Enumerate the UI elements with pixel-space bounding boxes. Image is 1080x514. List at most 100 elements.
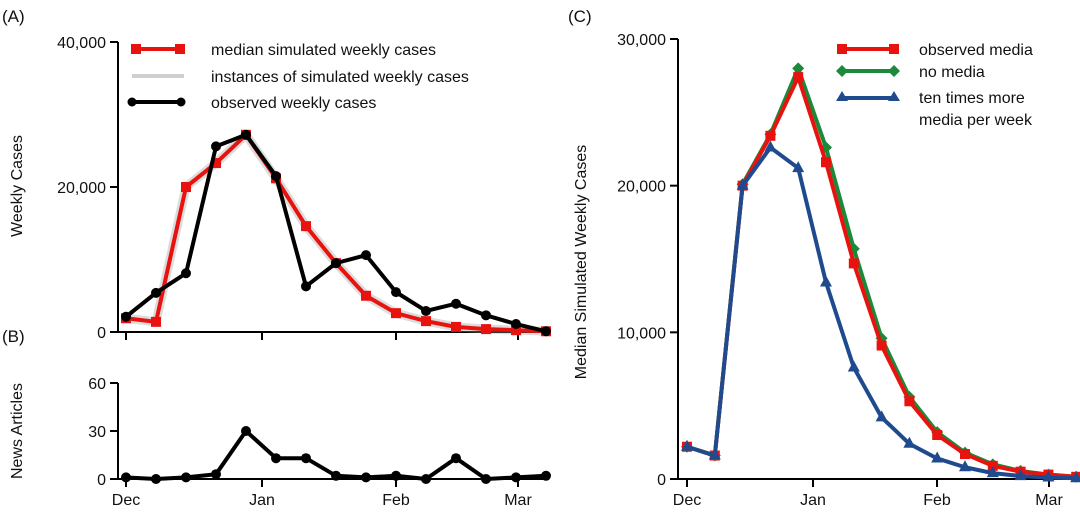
legend-c-no-media-marker: [888, 65, 900, 77]
data-point-observed-weekly-cases: [451, 298, 461, 309]
legend-c-ten-times-label-2: media per week: [919, 112, 1033, 129]
y-tick-label: 0: [657, 472, 666, 489]
instances-band: [125, 130, 547, 336]
data-point-observed-weekly-cases: [511, 319, 521, 330]
panel-label-b: (B): [2, 327, 25, 346]
data-point-median-simulated-weekly-cases: [391, 308, 401, 319]
data-point-news-articles: [181, 472, 191, 483]
data-point-observed-weekly-cases: [181, 268, 191, 279]
data-point-observed-weekly-cases: [121, 311, 131, 322]
legend-c-no-media-marker: [836, 65, 848, 77]
legend-c: observed media no media ten times more m…: [836, 42, 1033, 129]
legend-c-no-media-label: no media: [919, 64, 985, 81]
series-line-observed-weekly-cases: [124, 132, 547, 334]
y-tick-label: 60: [88, 376, 106, 393]
data-point-median-simulated-weekly-cases: [421, 316, 431, 327]
panel-label-c: (C): [568, 7, 592, 26]
data-point-median-simulated-weekly-cases: [481, 324, 491, 335]
y-tick-label: 20,000: [617, 179, 666, 196]
legend-c-ten-times-marker: [836, 91, 848, 101]
data-point-ten-times-more-media-per-week: [1014, 469, 1027, 481]
data-point-ten-times-more-media-per-week: [1042, 470, 1055, 482]
data-point-no-media: [792, 62, 805, 75]
data-point-news-articles: [301, 453, 311, 464]
data-point-observed-media: [793, 72, 804, 83]
y-axis-title-a: Weekly Cases: [9, 135, 26, 237]
data-point-observed-media: [904, 396, 915, 407]
x-tick-label: Feb: [382, 492, 410, 509]
data-point-observed-weekly-cases: [541, 326, 551, 337]
legend-c-ten-times-label-1: ten times more: [919, 90, 1025, 107]
x-tick-label: Jan: [800, 492, 826, 509]
y-tick-label: 0: [97, 325, 106, 342]
y-axis-title-c: Median Simulated Weekly Cases: [573, 145, 590, 379]
data-point-median-simulated-weekly-cases: [301, 221, 311, 232]
data-point-news-articles: [211, 469, 221, 480]
data-point-ten-times-more-media-per-week: [875, 410, 888, 422]
data-point-news-articles: [541, 470, 551, 481]
series-line-ten-times-more-media-per-week: [686, 145, 1077, 481]
data-point-median-simulated-weekly-cases: [361, 290, 371, 301]
data-point-median-simulated-weekly-cases: [511, 325, 521, 336]
data-point-ten-times-more-media-per-week: [931, 451, 944, 463]
data-point-ten-times-more-media-per-week: [764, 140, 777, 152]
data-point-ten-times-more-media-per-week: [681, 439, 693, 451]
data-point-news-articles: [151, 474, 161, 484]
data-point-ten-times-more-media-per-week: [847, 360, 860, 372]
data-point-observed-weekly-cases: [361, 250, 371, 261]
y-tick-label: 40,000: [57, 35, 106, 52]
data-point-median-simulated-weekly-cases: [211, 158, 221, 169]
data-point-ten-times-more-media-per-week: [820, 275, 832, 287]
data-point-observed-media: [960, 449, 970, 460]
x-tick-label: Jan: [249, 492, 275, 509]
data-point-observed-weekly-cases: [481, 310, 491, 321]
data-point-news-articles: [271, 453, 281, 464]
data-point-news-articles: [421, 474, 431, 484]
data-point-ten-times-more-media-per-week: [986, 466, 999, 478]
data-point-observed-weekly-cases: [331, 258, 341, 269]
data-point-news-articles: [451, 453, 461, 464]
data-point-news-articles: [331, 470, 341, 481]
legend-c-ten-times-marker: [888, 91, 900, 101]
data-point-ten-times-more-media-per-week: [903, 436, 916, 448]
data-point-observed-media: [932, 430, 943, 440]
legend-a-observed-label: observed weekly cases: [211, 95, 376, 112]
data-point-news-articles: [361, 472, 371, 483]
data-point-observed-media: [848, 258, 859, 269]
legend-a-observed-marker: [176, 97, 186, 107]
data-point-ten-times-more-media-per-week: [1070, 471, 1080, 483]
legend-c-observed-media-marker: [889, 44, 899, 54]
legend-a-instances-label: instances of simulated weekly cases: [211, 69, 469, 86]
legend-a-median-label: median simulated weekly cases: [211, 42, 436, 59]
data-point-observed-weekly-cases: [391, 287, 401, 298]
legend-c-observed-media-label: observed media: [919, 42, 1033, 59]
x-tick-label: Feb: [923, 492, 951, 509]
x-tick-label: Dec: [112, 492, 140, 509]
data-point-observed-weekly-cases: [211, 141, 221, 152]
data-point-observed-media: [821, 157, 831, 168]
data-point-observed-weekly-cases: [151, 287, 161, 298]
data-point-observed-media: [987, 460, 998, 471]
y-tick-label: 0: [97, 472, 106, 489]
panel-label-a: (A): [2, 7, 25, 26]
x-tick-label: Mar: [504, 492, 532, 509]
data-point-ten-times-more-media-per-week: [708, 448, 721, 460]
data-point-news-articles: [241, 426, 251, 436]
legend-a: median simulated weekly cases instances …: [127, 42, 469, 112]
data-point-ten-times-more-media-per-week: [792, 161, 805, 173]
legend-a-median-marker: [175, 44, 185, 54]
data-point-news-articles: [121, 472, 131, 483]
y-tick-label: 30,000: [617, 32, 666, 49]
data-point-observed-weekly-cases: [271, 171, 281, 182]
data-point-ten-times-more-media-per-week: [736, 178, 749, 190]
data-point-observed-weekly-cases: [241, 129, 251, 140]
data-point-observed-weekly-cases: [301, 281, 311, 292]
data-point-median-simulated-weekly-cases: [181, 182, 191, 192]
data-point-median-simulated-weekly-cases: [451, 321, 461, 332]
legend-c-observed-media-marker: [837, 44, 847, 54]
data-point-observed-weekly-cases: [421, 305, 431, 316]
data-point-observed-media: [876, 340, 887, 351]
panel-a: 0 20,000 40,000: [57, 35, 551, 342]
x-tick-label: Dec: [673, 492, 701, 509]
